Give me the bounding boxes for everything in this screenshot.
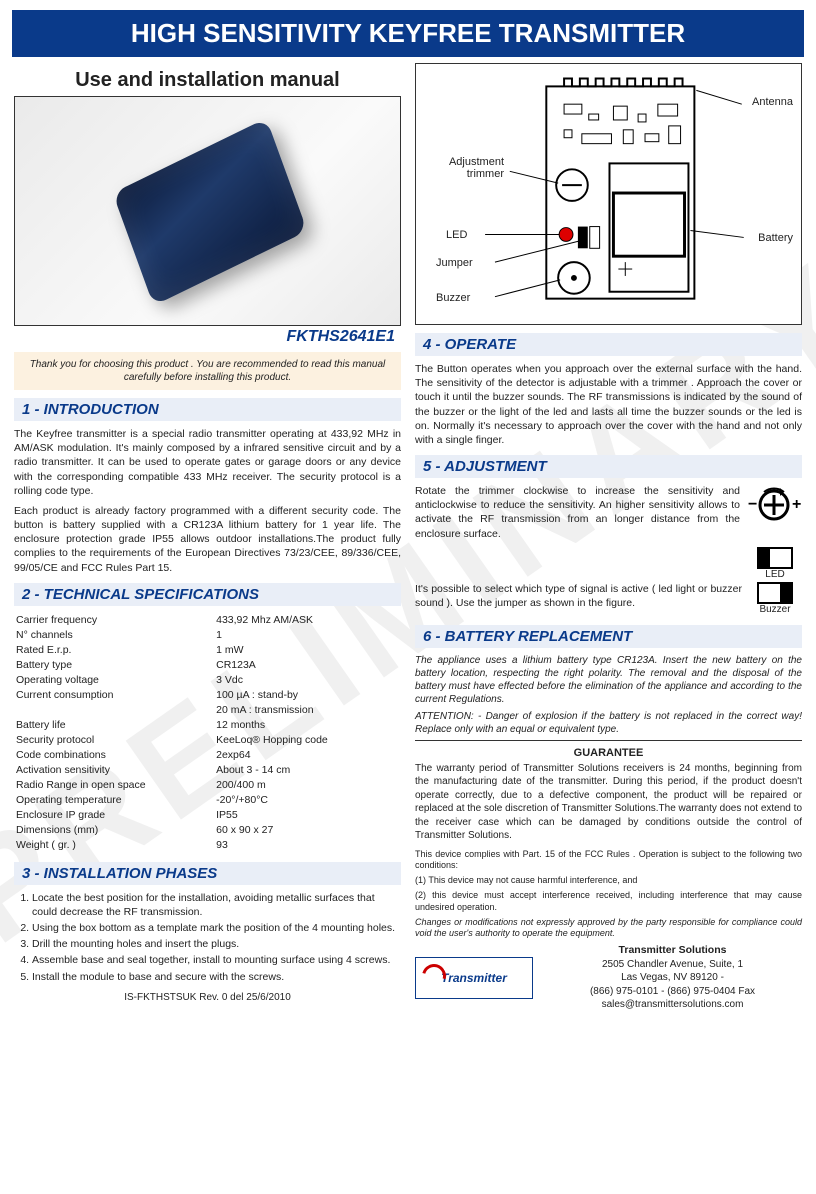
- page-title-bar: HIGH SENSITIVITY KEYFREE TRANSMITTER: [12, 10, 804, 57]
- fcc-1: This device complies with Part. 15 of th…: [415, 849, 802, 872]
- section-3-title: 3 - INSTALLATION PHASES: [14, 862, 401, 885]
- spec-row: Battery typeCR123A: [16, 659, 399, 672]
- section-1-p2: Each product is already factory programm…: [14, 504, 401, 575]
- install-step: Install the module to base and secure wi…: [32, 970, 401, 984]
- section-5-block2: LED Buzzer It's possible to select which…: [415, 547, 802, 617]
- fcc-2: (1) This device may not cause harmful in…: [415, 875, 802, 886]
- label-antenna: Antenna: [752, 96, 793, 108]
- spec-row: Battery life12 months: [16, 719, 399, 732]
- model-code: FKTHS2641E1: [14, 326, 401, 352]
- jumper-led-icon: LED: [748, 547, 802, 580]
- section-6-title: 6 - BATTERY REPLACEMENT: [415, 625, 802, 648]
- left-column: Use and installation manual FKTHS2641E1 …: [14, 63, 401, 1012]
- contact-email: sales@transmittersolutions.com: [602, 999, 744, 1010]
- spec-row: Code combinations2exp64: [16, 749, 399, 762]
- section-4-title: 4 - OPERATE: [415, 333, 802, 356]
- spec-row: Carrier frequency433,92 Mhz AM/ASK: [16, 614, 399, 627]
- contact-phone: (866) 975-0101 - (866) 975-0404 Fax: [590, 986, 755, 997]
- spec-row: Dimensions (mm)60 x 90 x 27: [16, 824, 399, 837]
- label-buzzer: Buzzer: [436, 292, 470, 304]
- section-6-p1: The appliance uses a lithium battery typ…: [415, 654, 802, 706]
- contact-block: Transmitter Solutions 2505 Chandler Aven…: [543, 943, 802, 1012]
- company-logo: Transmitter: [415, 957, 533, 999]
- section-5-p2: It's possible to select which type of si…: [415, 582, 802, 610]
- section-1-p1: The Keyfree transmitter is a special rad…: [14, 427, 401, 498]
- section-5-p1: Rotate the trimmer clockwise to increase…: [415, 484, 802, 541]
- install-step: Drill the mounting holes and insert the …: [32, 937, 401, 951]
- label-adj: Adjustment trimmer: [424, 156, 504, 180]
- spec-row: Security protocolKeeLoq® Hopping code: [16, 734, 399, 747]
- section-5-title: 5 - ADJUSTMENT: [415, 455, 802, 478]
- right-column: Antenna Adjustment trimmer LED Jumper Bu…: [415, 63, 802, 1012]
- subtitle: Use and installation manual: [14, 69, 401, 92]
- spec-row: Weight ( gr. )93: [16, 839, 399, 852]
- label-battery: Battery: [758, 232, 793, 244]
- spec-row: Rated E.r.p.1 mW: [16, 644, 399, 657]
- spec-row: N° channels1: [16, 629, 399, 642]
- section-4-p1: The Button operates when you approach ov…: [415, 362, 802, 447]
- spec-table: Carrier frequency433,92 Mhz AM/ASK N° cha…: [14, 612, 401, 854]
- spec-row: Current consumption100 µA : stand-by: [16, 689, 399, 702]
- fcc-3: (2) this device must accept interference…: [415, 890, 802, 913]
- revision-line: IS-FKTHSTSUK Rev. 0 del 25/6/2010: [14, 992, 401, 1003]
- label-jumper: Jumper: [436, 257, 473, 269]
- product-photo: [14, 96, 401, 326]
- logo-text: Transmitter: [441, 971, 507, 985]
- separator: [415, 740, 802, 741]
- pcb-svg: [416, 64, 801, 324]
- fcc-4: Changes or modifications not expressly a…: [415, 917, 802, 940]
- spec-row: Operating temperature-20°/+80°C: [16, 794, 399, 807]
- install-step: Locate the best position for the install…: [32, 891, 401, 919]
- spec-row: Enclosure IP gradeIP55: [16, 809, 399, 822]
- contact-addr2: Las Vegas, NV 89120 -: [621, 972, 724, 983]
- section-2-title: 2 - TECHNICAL SPECIFICATIONS: [14, 583, 401, 606]
- footer: Transmitter Transmitter Solutions 2505 C…: [415, 943, 802, 1012]
- svg-text:−: −: [748, 496, 757, 513]
- svg-text:+: +: [792, 496, 801, 513]
- contact-company: Transmitter Solutions: [619, 944, 727, 956]
- contact-addr1: 2505 Chandler Avenue, Suite, 1: [602, 959, 743, 970]
- spec-row: Operating voltage3 Vdc: [16, 674, 399, 687]
- spec-row: 20 mA : transmission: [16, 704, 399, 717]
- pcb-diagram: Antenna Adjustment trimmer LED Jumper Bu…: [415, 63, 802, 325]
- section-6-p2: ATTENTION: - Danger of explosion if the …: [415, 710, 802, 736]
- install-steps: Locate the best position for the install…: [14, 891, 401, 984]
- spec-row: Radio Range in open space200/400 m: [16, 779, 399, 792]
- section-1-title: 1 - INTRODUCTION: [14, 398, 401, 421]
- label-led: LED: [446, 229, 467, 241]
- jumper-led-label: LED: [765, 569, 784, 580]
- guarantee-body: The warranty period of Transmitter Solut…: [415, 762, 802, 843]
- thank-you-note: Thank you for choosing this product . Yo…: [14, 352, 401, 390]
- install-step: Using the box bottom as a template mark …: [32, 921, 401, 935]
- logo-swoosh-icon: [418, 959, 451, 992]
- section-5-block1: − + Rotate the trimmer clockwise to incr…: [415, 484, 802, 547]
- install-step: Assemble base and seal together, install…: [32, 953, 401, 967]
- device-shape: [113, 118, 308, 306]
- trimmer-icon: − +: [746, 484, 802, 526]
- jumper-buzzer-label: Buzzer: [759, 604, 790, 615]
- guarantee-title: GUARANTEE: [415, 747, 802, 759]
- spec-row: Activation sensitivityAbout 3 - 14 cm: [16, 764, 399, 777]
- jumper-buzzer-icon: Buzzer: [748, 582, 802, 615]
